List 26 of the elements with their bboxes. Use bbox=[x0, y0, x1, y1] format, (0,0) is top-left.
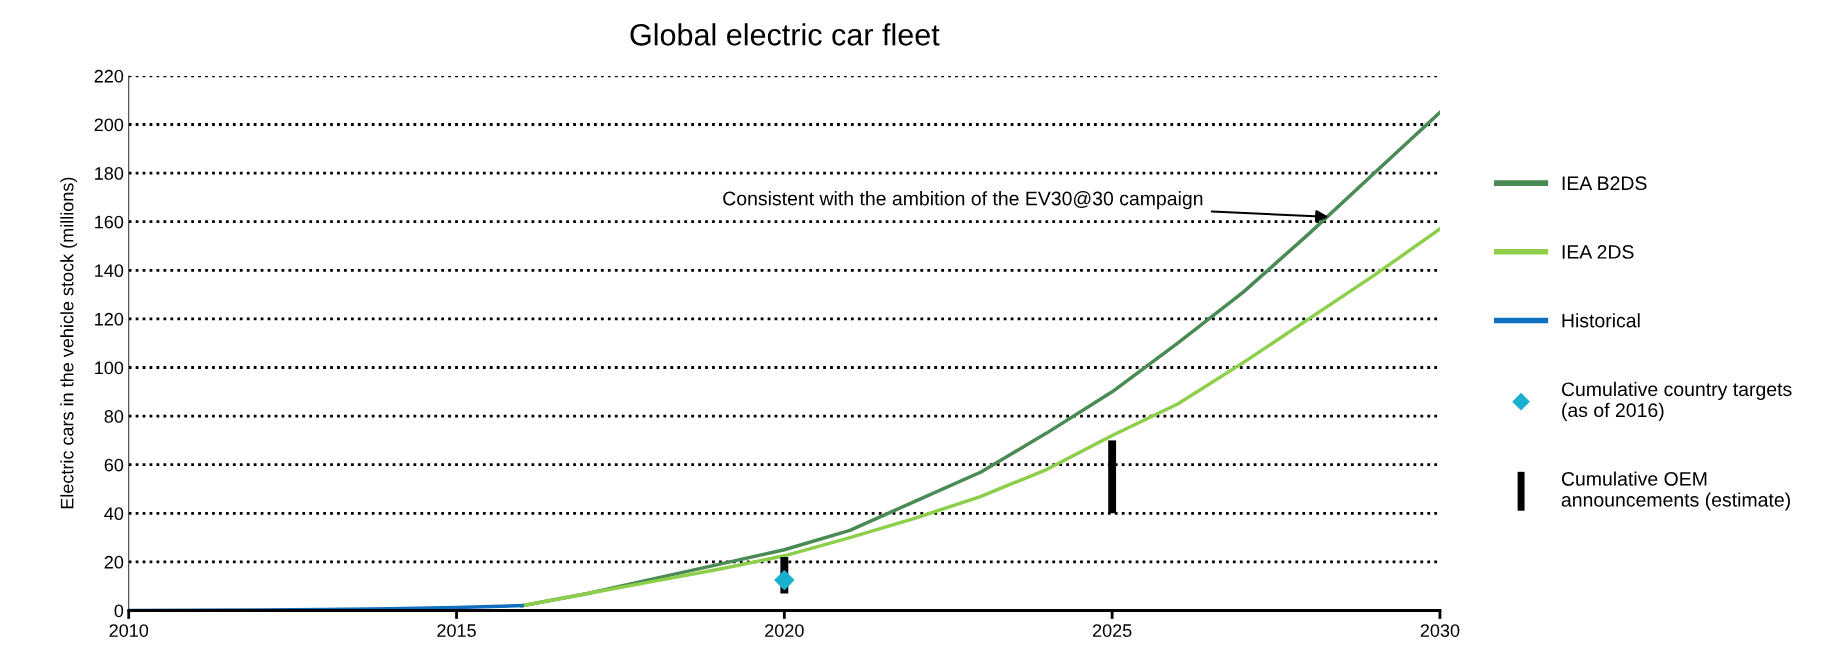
y-tick-label: 80 bbox=[104, 410, 124, 423]
x-tick-label: 2015 bbox=[437, 624, 476, 637]
y-tick-label: 200 bbox=[94, 118, 124, 132]
y-tick-label: 40 bbox=[104, 507, 124, 521]
y-tick-label: 220 bbox=[94, 69, 124, 83]
y-tick-label: 20 bbox=[104, 555, 124, 569]
x-tick-label: 2020 bbox=[765, 624, 804, 637]
x-tick-label: 2010 bbox=[109, 624, 149, 637]
legend-label: Historical bbox=[1562, 313, 1640, 328]
legend-label: IEA B2DS bbox=[1562, 176, 1647, 191]
y-axis-title: Electric cars in the vehicle stock (millions) bbox=[60, 177, 78, 509]
line-series bbox=[520, 227, 1440, 608]
legend-label: IEA 2DS bbox=[1562, 245, 1634, 259]
y-tick-label: 60 bbox=[104, 458, 124, 472]
annotation: Consistent with the ambition of the EV30@30 campaign bbox=[723, 191, 1203, 210]
x-tick-label: 2025 bbox=[1092, 624, 1132, 637]
y-tick-label: 100 bbox=[95, 361, 124, 375]
x-tick-label: 2030 bbox=[1420, 624, 1460, 637]
chart-title: Global electric car fleet bbox=[630, 23, 940, 46]
y-tick-label: 160 bbox=[95, 215, 124, 229]
y-tick-label: 120 bbox=[95, 312, 124, 326]
y-tick-label: 140 bbox=[95, 264, 124, 278]
y-tick-label: 180 bbox=[95, 167, 124, 180]
legend-label: Cumulative OEM announcements (estimate) bbox=[1561, 471, 1790, 511]
y-tick-label: 0 bbox=[114, 604, 124, 618]
legend-label: Cumulative country targets (as of 2016) bbox=[1561, 381, 1792, 421]
